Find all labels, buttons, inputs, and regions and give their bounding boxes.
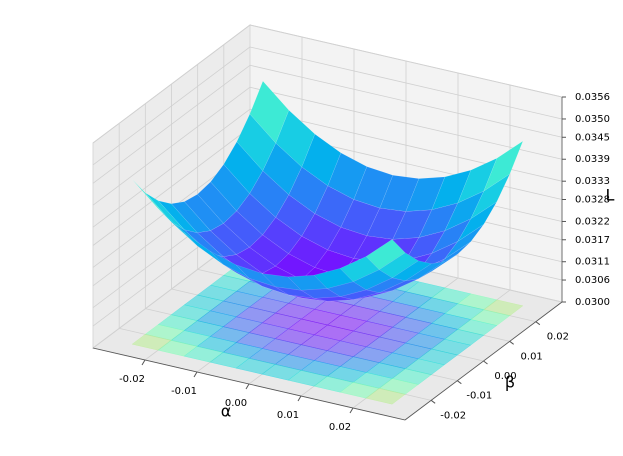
x-tick-label: 0.01 xyxy=(277,410,299,421)
grid-line xyxy=(92,127,251,246)
z-tick-label: 0.0356 xyxy=(575,92,610,103)
z-tick-label: 0.0333 xyxy=(575,176,610,187)
z-tick-label: 0.0350 xyxy=(575,114,610,125)
x-tick xyxy=(245,383,250,390)
y-tick xyxy=(430,399,436,404)
y-tick-label: -0.02 xyxy=(440,410,466,421)
x-axis-title: α xyxy=(221,402,232,421)
z-tick-label: 0.0300 xyxy=(575,297,610,308)
surface-face xyxy=(418,254,458,279)
surface-face xyxy=(378,252,419,279)
y-tick xyxy=(535,321,541,326)
z-tick-label: 0.0306 xyxy=(575,275,610,286)
y-tick xyxy=(509,340,514,345)
grid-line xyxy=(249,86,563,160)
x-tick xyxy=(349,407,354,414)
y-tick xyxy=(483,360,488,365)
grid-line xyxy=(92,64,251,184)
grid-line xyxy=(249,46,563,120)
x-tick-label: 0.00 xyxy=(225,398,247,409)
x-tick xyxy=(193,371,198,378)
grid-line xyxy=(92,86,251,206)
x-tick-label: -0.01 xyxy=(171,386,197,397)
x-tick xyxy=(297,395,302,402)
z-tick-label: 0.0328 xyxy=(575,195,610,206)
y-tick-label: 0.01 xyxy=(521,351,543,362)
x-tick-label: 0.02 xyxy=(329,422,351,433)
x-tick-label: -0.02 xyxy=(119,374,145,385)
grid-line xyxy=(92,108,251,228)
y-axis-title: β xyxy=(505,373,515,392)
z-tick-label: 0.0322 xyxy=(575,216,610,227)
y-tick-label: -0.01 xyxy=(466,391,492,402)
z-tick-label: 0.0339 xyxy=(575,154,610,165)
y-tick-label: 0.00 xyxy=(494,371,516,382)
y-tick xyxy=(457,380,462,385)
grid-line xyxy=(92,46,251,166)
z-tick-label: 0.0311 xyxy=(575,257,610,268)
grid-line xyxy=(92,24,251,144)
grid-line xyxy=(249,24,563,98)
z-tick-label: 0.0317 xyxy=(575,235,610,246)
surface-face xyxy=(365,239,406,270)
grid-line xyxy=(249,64,563,138)
x-tick xyxy=(141,359,146,366)
z-tick-label: 0.0345 xyxy=(575,132,610,143)
y-tick-label: 0.02 xyxy=(547,332,569,343)
z-axis-title: L xyxy=(606,186,615,205)
contour-cell xyxy=(365,388,406,405)
